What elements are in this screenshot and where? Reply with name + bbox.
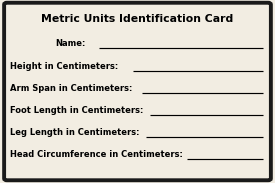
Text: Arm Span in Centimeters:: Arm Span in Centimeters:	[10, 84, 132, 93]
Text: Name:: Name:	[55, 39, 85, 48]
Text: Head Circumference in Centimeters:: Head Circumference in Centimeters:	[10, 150, 183, 159]
Text: Metric Units Identification Card: Metric Units Identification Card	[41, 14, 234, 24]
Text: Foot Length in Centimeters:: Foot Length in Centimeters:	[10, 106, 143, 115]
Text: Leg Length in Centimeters:: Leg Length in Centimeters:	[10, 128, 139, 137]
Text: Height in Centimeters:: Height in Centimeters:	[10, 62, 118, 71]
FancyBboxPatch shape	[4, 3, 271, 180]
